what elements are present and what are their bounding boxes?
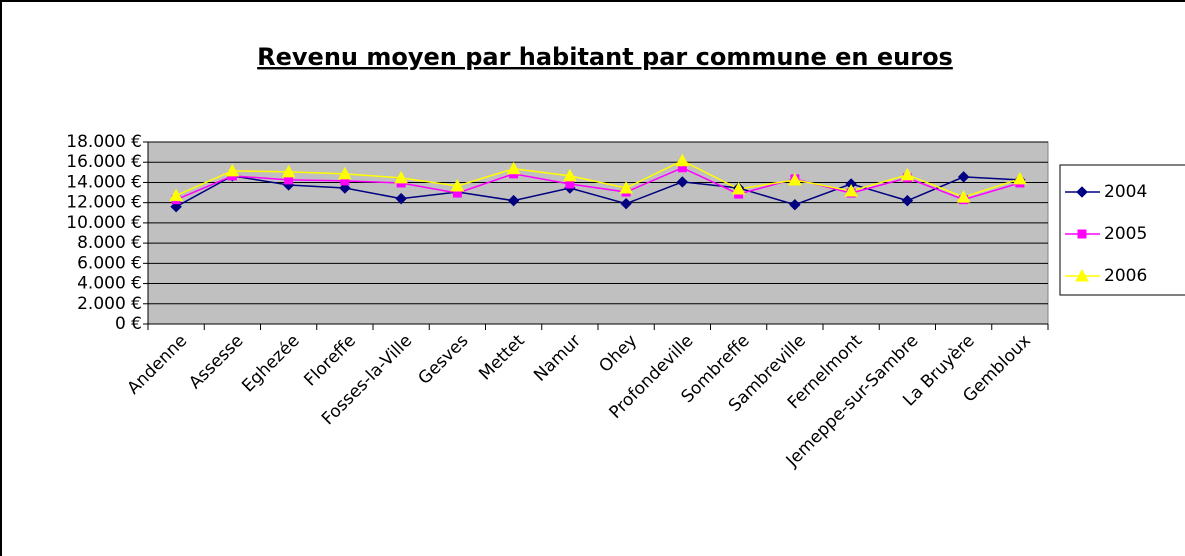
marker: [844, 183, 858, 197]
marker: [956, 190, 971, 203]
y-tick-label: 16.000 €: [66, 152, 142, 172]
marker: [788, 172, 802, 186]
marker: [339, 182, 351, 194]
marker: [281, 164, 296, 178]
marker: [789, 198, 801, 211]
marker: [450, 178, 465, 192]
plot-area: [147, 141, 1049, 325]
marker: [338, 166, 352, 180]
y-tick-label: 8.000 €: [77, 233, 142, 253]
marker: [620, 197, 632, 210]
marker: [619, 180, 633, 194]
marker: [900, 167, 915, 181]
y-tick-label: 14.000 €: [66, 172, 142, 192]
marker: [1013, 171, 1027, 185]
marker: [395, 192, 407, 205]
legend-marker: [1077, 229, 1087, 239]
marker: [169, 188, 183, 202]
y-tick-label: 12.000 €: [66, 193, 142, 213]
legend-label: 2006: [1104, 266, 1147, 286]
marker: [506, 161, 521, 175]
marker: [225, 163, 240, 177]
marker: [675, 153, 690, 167]
marker: [957, 171, 970, 183]
marker: [394, 170, 408, 184]
legend-marker: [1076, 186, 1088, 198]
marker: [731, 181, 746, 195]
marker: [563, 168, 577, 182]
y-tick-label: 10.000 €: [66, 213, 142, 233]
legend-marker: [1075, 268, 1089, 282]
series-line: [175, 166, 1021, 201]
series-line: [175, 159, 1021, 198]
marker: [901, 194, 914, 207]
y-tick-label: 2.000 €: [77, 294, 142, 314]
marker: [507, 194, 520, 207]
legend-label: 2005: [1104, 224, 1147, 244]
y-tick-label: 0 €: [115, 314, 142, 334]
y-tick-label: 4.000 €: [77, 274, 142, 294]
marker: [170, 201, 182, 213]
legend-label: 2004: [1104, 182, 1147, 202]
series-line: [175, 175, 1020, 208]
y-tick-label: 18.000 €: [66, 132, 142, 152]
chart-title: Revenu moyen par habitant par commune en…: [257, 43, 953, 71]
marker: [676, 176, 689, 188]
y-tick-label: 6.000 €: [77, 253, 142, 273]
